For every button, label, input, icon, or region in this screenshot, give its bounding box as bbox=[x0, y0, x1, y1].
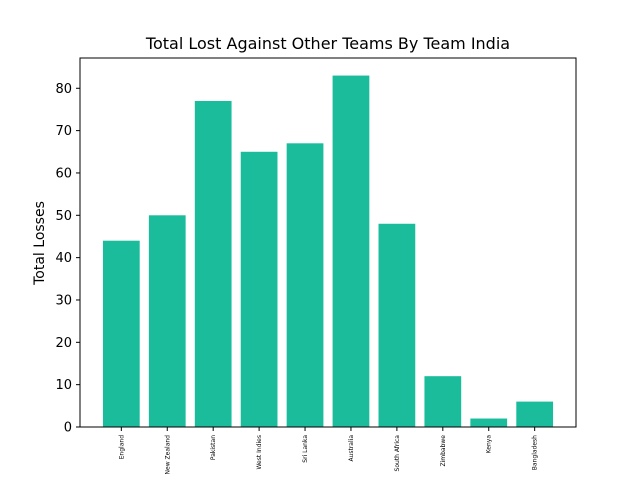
y-axis-label: Total Losses bbox=[32, 201, 48, 286]
bar-new-zealand bbox=[148, 215, 186, 427]
bar-west-indies bbox=[240, 151, 278, 427]
y-tick-label: 10 bbox=[55, 378, 72, 393]
x-axis: England New Zealand Pakistan West Indies Sri… bbox=[118, 427, 539, 475]
bar-sri-lanka bbox=[286, 143, 324, 427]
x-tick-label: Kenya bbox=[486, 435, 493, 454]
x-tick-label: Zimbabwe bbox=[440, 435, 447, 467]
y-tick-label: 20 bbox=[55, 336, 72, 351]
x-tick-label: Pakistan bbox=[210, 435, 217, 460]
plot-frame bbox=[79, 57, 577, 428]
bar-australia bbox=[332, 75, 370, 428]
bar-south-africa bbox=[378, 223, 416, 427]
chart-title: Total Lost Against Other Teams By Team I… bbox=[145, 34, 510, 53]
y-tick-label: 80 bbox=[55, 82, 72, 97]
y-tick-label: 60 bbox=[55, 166, 72, 181]
bar-kenya bbox=[470, 418, 508, 427]
y-tick-label: 50 bbox=[55, 209, 72, 224]
x-tick-label: Australia bbox=[348, 435, 355, 462]
y-axis: 0 10 20 30 40 50 60 70 80 bbox=[55, 82, 80, 436]
y-tick-label: 40 bbox=[55, 251, 72, 266]
x-tick-label: Bangladesh bbox=[532, 435, 539, 470]
y-tick-label: 0 bbox=[64, 421, 72, 436]
x-tick-label: South Africa bbox=[394, 435, 401, 472]
bar-zimbabwe bbox=[424, 376, 462, 427]
y-tick-label: 70 bbox=[55, 124, 72, 139]
y-tick-label: 30 bbox=[55, 293, 72, 308]
x-tick-label: Sri Lanka bbox=[302, 435, 309, 463]
bar-bangladesh bbox=[516, 401, 554, 427]
bar-pakistan bbox=[194, 100, 232, 428]
x-tick-label: West Indies bbox=[256, 435, 263, 470]
bar-england bbox=[102, 240, 140, 427]
x-tick-label: England bbox=[118, 435, 125, 460]
bars-group bbox=[102, 75, 554, 428]
x-tick-label: New Zealand bbox=[164, 435, 171, 475]
